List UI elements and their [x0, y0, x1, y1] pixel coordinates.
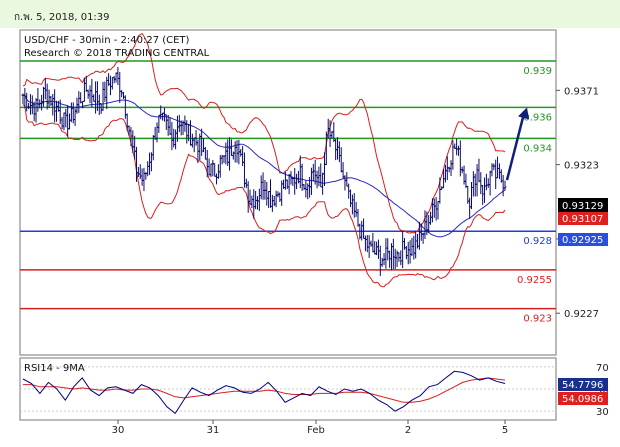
last-price-value: 0.93129	[562, 201, 603, 212]
level-label-0: 0.939	[523, 66, 552, 77]
rsi-value: 54.7796	[562, 380, 603, 391]
level-label-3: 0.928	[523, 236, 552, 247]
header-datetime: ก.พ. 5, 2018, 01:39	[14, 12, 110, 23]
level-label-4: 0.9255	[517, 275, 552, 286]
rsi-line	[22, 370, 506, 415]
forecast-arrow-shaft	[505, 113, 526, 181]
y-tick-label-3: 0.9227	[564, 309, 599, 320]
rsi-ma-value: 54.0986	[562, 394, 603, 405]
rsi-ma-line	[23, 377, 506, 403]
rsi-title: RSI14 - 9MA	[24, 363, 85, 374]
blue-price-value: 0.92925	[562, 235, 603, 246]
levels-layer: 0.939 0.936 0.934 0.928 0.9255 0.923	[20, 60, 556, 325]
red-price-value: 0.93107	[562, 214, 603, 225]
chart-title: USD/CHF - 30min - 2:40:27 (CET)	[24, 35, 190, 46]
rsi-ma-value-tag	[558, 392, 608, 405]
chart-subtitle: Research © 2018 TRADING CENTRAL	[24, 48, 210, 59]
rsi-value-tag	[558, 378, 608, 391]
rsi-y-tick-label-0: 70	[596, 363, 609, 374]
x-tick-label-1: 31	[207, 425, 220, 436]
forecast-arrow-head	[518, 107, 529, 120]
x-tick-label-4: 5	[502, 425, 508, 436]
x-tick-label-0: 30	[112, 425, 125, 436]
rsi-y-tick-label-2: 30	[596, 407, 609, 418]
level-label-1: 0.936	[523, 112, 552, 123]
y-tick-label-1: 0.9323	[564, 161, 599, 172]
header-bar	[0, 0, 620, 28]
level-label-2: 0.934	[523, 143, 552, 154]
price-bars-layer	[21, 67, 507, 277]
x-tick-label-3: 2	[405, 425, 411, 436]
x-tick-label-2: Feb	[307, 425, 325, 436]
level-label-5: 0.923	[523, 314, 552, 325]
bollinger-lower	[22, 104, 506, 288]
y-tick-label-0: 0.9371	[564, 86, 599, 97]
last-price-tag	[558, 198, 608, 212]
rsi-layer	[20, 366, 556, 415]
red-price-tag	[558, 212, 608, 225]
blue-price-tag	[558, 233, 608, 246]
